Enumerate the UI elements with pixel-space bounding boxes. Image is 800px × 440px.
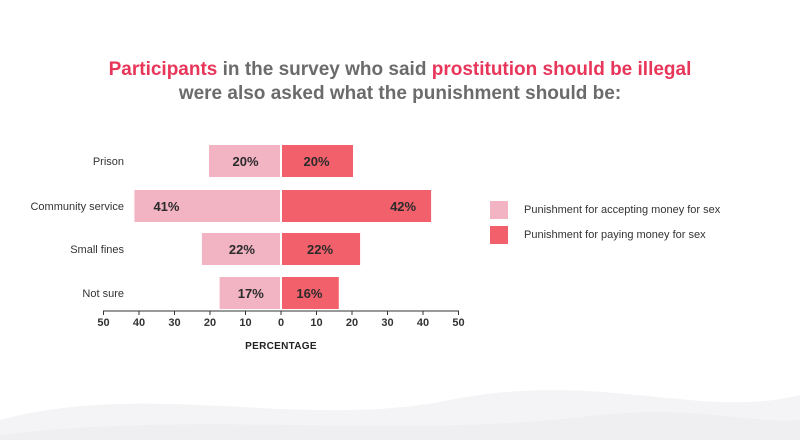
x-tick-label: 50	[97, 317, 109, 329]
x-tick-label: 0	[278, 317, 284, 329]
x-tick-label: 20	[346, 317, 358, 329]
category-label: Community service	[30, 201, 124, 213]
data-label: 16%	[296, 286, 322, 301]
bar-accepting	[219, 277, 280, 309]
category-label: Not sure	[82, 288, 124, 300]
data-label: 20%	[303, 154, 329, 169]
bar-accepting	[134, 190, 280, 222]
data-label: 41%	[153, 199, 179, 214]
title-text: were also asked what the punishment shou…	[178, 83, 622, 104]
x-tick-label: 10	[239, 317, 251, 329]
legend-swatch-paying	[490, 225, 508, 244]
title-text: in the survey who said	[217, 59, 432, 80]
data-label: 20%	[232, 154, 258, 169]
x-tick-label: 50	[452, 317, 464, 329]
bar-paying	[282, 190, 432, 222]
legend-item-paying: Punishment for paying money for sex	[490, 225, 720, 244]
category-label: Small fines	[70, 244, 124, 256]
bar-paying	[282, 233, 361, 265]
legend-item-accepting: Punishment for accepting money for sex	[490, 200, 720, 219]
bar-paying	[282, 277, 339, 309]
bar-accepting	[201, 233, 280, 265]
legend: Punishment for accepting money for sex P…	[490, 200, 720, 250]
bar-accepting	[209, 145, 280, 177]
legend-swatch-accepting	[490, 200, 508, 219]
data-label: 42%	[390, 199, 416, 214]
x-tick-label: 40	[417, 317, 429, 329]
x-axis-title: PERCENTAGE	[245, 341, 317, 352]
bar-paying	[282, 145, 353, 177]
data-label: 17%	[238, 286, 264, 301]
x-tick-label: 20	[204, 317, 216, 329]
title-highlight: Participants	[108, 59, 218, 80]
title-highlight: prostitution should be illegal	[431, 59, 692, 80]
x-tick-label: 10	[310, 317, 322, 329]
x-tick-label: 40	[133, 317, 145, 329]
data-label: 22%	[307, 242, 333, 257]
x-tick-label: 30	[381, 317, 393, 329]
legend-label-accepting: Punishment for accepting money for sex	[524, 203, 721, 216]
chart-title: Participants in the survey who said pros…	[100, 58, 700, 106]
category-label: Prison	[93, 156, 124, 168]
legend-label-paying: Punishment for paying money for sex	[524, 228, 706, 241]
data-label: 22%	[229, 242, 255, 257]
x-tick-label: 30	[168, 317, 180, 329]
